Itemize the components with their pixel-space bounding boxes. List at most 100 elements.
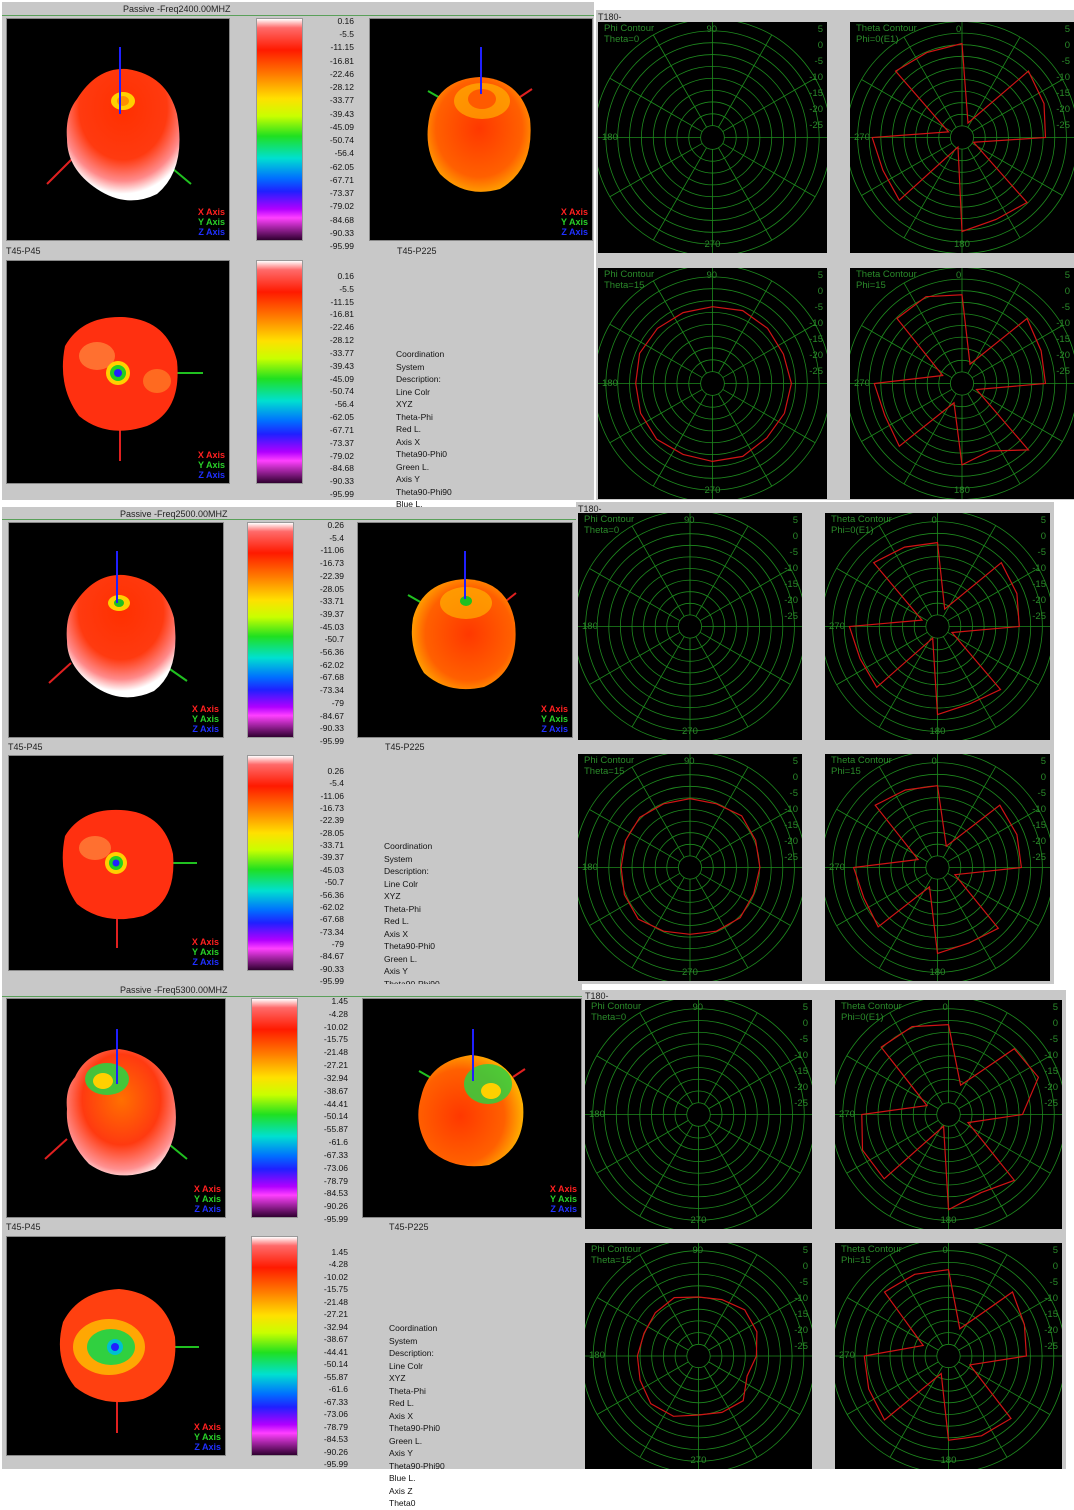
polar-chart-phi-theta15[interactable]: Phi Contour Theta=15 90 180 270 5 0 -5 -10 -15 -20… — [598, 268, 827, 499]
scale-value: -84.68 — [329, 463, 354, 474]
polar-trace — [861, 1023, 1040, 1211]
polar-spoke — [903, 36, 957, 128]
polar-ring-label: -20 — [1044, 1325, 1058, 1336]
axis-legend: X Axis Y Axis Z Axis — [191, 704, 219, 734]
polar-spoke — [708, 1120, 801, 1174]
polar-ring-label: -10 — [1032, 563, 1046, 574]
scale-value: -11.06 — [320, 790, 344, 801]
polar-chart-theta-phi15[interactable]: Theta Contour Phi=15 0 270 180 5 0 -5 -10 -15 -20 -… — [835, 1243, 1062, 1469]
polar-spoke — [699, 568, 791, 622]
3d-view-top-right[interactable]: X Axis Y Axis Z Axis — [362, 998, 582, 1218]
polar-ring-label: -15 — [1056, 88, 1070, 99]
polar-angle-top: 90 — [692, 1245, 704, 1256]
polar-chart-phi-theta15[interactable]: Phi Contour Theta=15 90 180 270 5 0 -5 -10 -15 -20… — [585, 1243, 812, 1469]
coord-row: Blue L. Axis Z Theta0 — [389, 1472, 459, 1510]
radiation-pattern-3d — [427, 47, 533, 192]
polar-ring-label: -15 — [794, 1309, 808, 1320]
polar-spoke — [722, 323, 816, 378]
scale-value: -56.4 — [334, 399, 354, 410]
polar-spoke — [596, 1055, 689, 1109]
polar-ring-label: -20 — [809, 104, 823, 115]
polar-spoke — [589, 809, 681, 863]
polar-angle-top: 0 — [931, 756, 937, 767]
3d-view-top-right[interactable]: X Axis Y Axis Z Axis — [357, 522, 573, 738]
polar-ring-label: -15 — [784, 820, 798, 831]
polar-chart-theta-phi0[interactable]: Theta Contour Phi=0(E1) 0 270 180 5 0 -5 -10 -15 -… — [825, 513, 1050, 740]
scale-value: -39.37 — [319, 852, 344, 863]
polar-ring-label: -20 — [809, 350, 823, 361]
polar-chart-theta-phi0[interactable]: Theta Contour Phi=0(E1) 0 270 180 5 0 -5 -10 -15 -… — [850, 22, 1074, 253]
polar-spoke — [971, 79, 1063, 133]
3d-view-bottom-left[interactable]: X Axis Y Axis Z Axis — [6, 1236, 226, 1456]
polar-grid — [835, 1000, 1062, 1229]
scale-value: -27.21 — [323, 1060, 348, 1071]
polar-chart-phi-theta0[interactable]: Phi Contour Theta=0 90 180 270 5 0 -5 -10 -15 -20 -… — [578, 513, 802, 740]
coord-title: Coordination System Description: — [389, 1323, 438, 1358]
polar-ring-label: -10 — [784, 804, 798, 815]
coord-row: Red L. Axis X Theta90-Phi0 — [384, 915, 454, 953]
coord-row: Red L. Axis X Theta90-Phi0 — [396, 423, 466, 461]
scale-value: -90.33 — [319, 963, 344, 974]
polar-chart-phi-theta0[interactable]: Phi Contour Theta=0 90 180 270 5 0 -5 -10 -15 -20 -… — [598, 22, 827, 253]
polar-chart-theta-phi15[interactable]: Theta Contour Phi=15 0 270 180 5 0 -5 -10 -15 -20 -… — [850, 268, 1074, 499]
polar-spoke — [861, 388, 953, 442]
coord-cell: Line Colr — [384, 878, 419, 889]
polar-angle-bottom: 270 — [704, 239, 721, 250]
polar-ring-label: 5 — [1064, 270, 1070, 281]
polar-spoke — [958, 1297, 1051, 1351]
coord-cell: Green L. — [396, 461, 430, 472]
coordination-description: Coordination System Description: Line Col… — [389, 1322, 459, 1510]
polar-spoke — [836, 567, 928, 622]
3d-view-top-right[interactable]: X Axis Y Axis Z Axis — [369, 18, 593, 241]
scale-value: -90.26 — [323, 1446, 348, 1457]
polar-ring-label: -15 — [1032, 579, 1046, 590]
view-label-right: T45-P225 — [397, 246, 437, 256]
scale-value: -45.09 — [329, 121, 354, 132]
polar-ring-label: -25 — [1044, 1098, 1058, 1109]
axis-legend: X Axis Y Axis Z Axis — [197, 450, 225, 480]
coord-cell: Theta-Phi — [396, 411, 433, 422]
radiation-pattern-3d — [44, 1029, 188, 1176]
3d-view-top-left[interactable]: X Axis Y Axis Z Axis — [8, 522, 224, 738]
polar-spoke — [708, 1055, 801, 1109]
polar-trace — [620, 797, 761, 935]
3d-view-bottom-left[interactable]: X Axis Y Axis Z Axis — [6, 260, 230, 484]
coord-title: Coordination System Description: — [384, 841, 433, 876]
polar-ring-label: -15 — [1056, 334, 1070, 345]
scale-value: -95.99 — [319, 976, 344, 986]
polar-chart-theta-phi15[interactable]: Theta Contour Phi=15 0 270 180 5 0 -5 -10 -15 -20 -… — [825, 754, 1050, 981]
polar-chart-phi-theta15[interactable]: Phi Contour Theta=15 90 180 270 5 0 -5 -10 -15 -20… — [578, 754, 802, 981]
polar-spoke — [947, 567, 1039, 622]
polar-ring-label: -15 — [784, 579, 798, 590]
polar-spoke — [967, 147, 1021, 239]
polar-angle-bottom: 180 — [954, 239, 970, 250]
3d-view-top-left[interactable]: X Axis Y Axis Z Axis — [6, 18, 230, 241]
3d-view-bottom-left[interactable]: X Axis Y Axis Z Axis — [8, 755, 224, 971]
polar-chart-theta-phi0[interactable]: Theta Contour Phi=0(E1) 0 270 180 5 0 -5 -10 -15 -… — [835, 1000, 1062, 1229]
scale-value: -73.37 — [329, 188, 354, 199]
coord-row: Line Colr XYZ Theta-Phi — [389, 1360, 459, 1398]
scale-value: -62.02 — [319, 901, 344, 912]
scale-value: -90.33 — [329, 476, 354, 487]
polar-trace — [635, 306, 793, 463]
3d-view-top-left[interactable]: X Axis Y Axis Z Axis — [6, 998, 226, 1218]
scale-value: 0.26 — [327, 766, 344, 776]
radiation-pattern-3d — [418, 1029, 526, 1167]
scale-value: -22.46 — [329, 68, 354, 79]
polar-chart-phi-theta0[interactable]: Phi Contour Theta=0 90 180 270 5 0 -5 -10 -15 -20 -… — [585, 1000, 812, 1229]
scale-value: 0.16 — [337, 16, 354, 26]
scale-value: -21.48 — [323, 1296, 348, 1307]
polar-spoke — [878, 525, 933, 617]
polar-grid — [850, 22, 1074, 253]
scale-value: -45.09 — [329, 373, 354, 384]
scale-value: -33.77 — [329, 347, 354, 358]
scale-value: -67.33 — [323, 1149, 348, 1160]
polar-spoke — [699, 631, 791, 685]
scale-value: 0.26 — [327, 520, 344, 530]
polar-angle-bottom: 180 — [940, 1215, 957, 1226]
polar-ring-label: -20 — [784, 595, 798, 606]
coord-cell: Theta90-Phi0 — [389, 1423, 441, 1433]
view-label-left: T45-P45 — [8, 742, 43, 752]
polar-spoke — [889, 1254, 943, 1347]
radiation-pattern-3d — [62, 316, 203, 461]
